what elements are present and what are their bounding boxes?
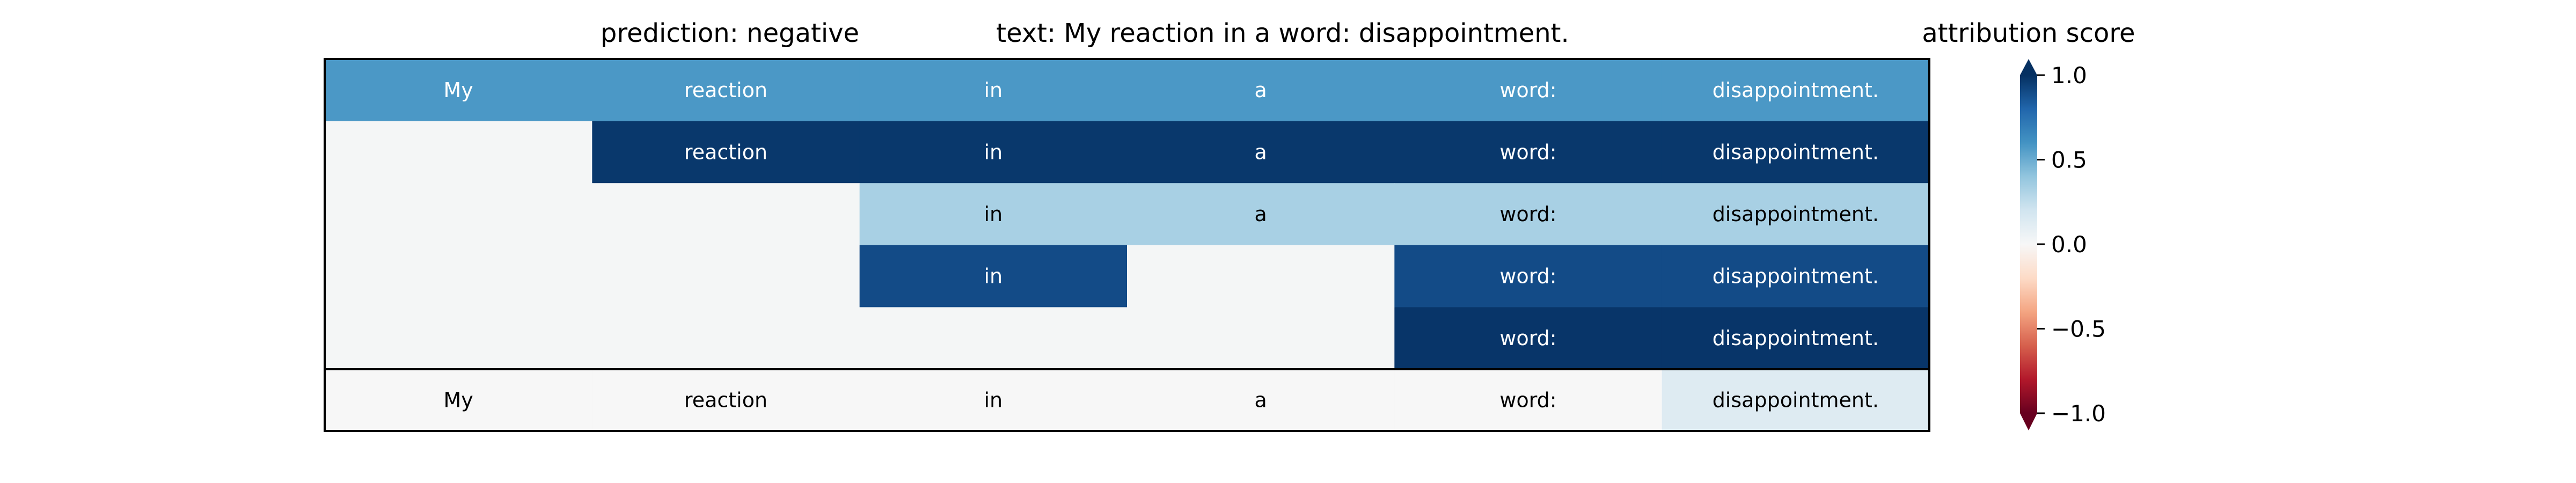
heatmap-row-1-cell bbox=[592, 59, 860, 122]
heatmap-row-4-cell bbox=[325, 245, 592, 308]
heatmap-row-4-token-label: disappointment. bbox=[1713, 265, 1879, 288]
colorbar-label: attribution score bbox=[1922, 18, 2135, 48]
heatmap-row-3-token-label: word: bbox=[1499, 202, 1556, 226]
heatmap-row-2-cell bbox=[592, 121, 860, 184]
heatmap-row-2-cell bbox=[1662, 121, 1930, 184]
summary-row-grid: My reaction in a word: disappointment. bbox=[325, 369, 1930, 431]
summary-row-cell bbox=[1662, 369, 1930, 431]
heatmap-row-2-cell bbox=[325, 121, 592, 184]
heatmap-row-3-token-label: in bbox=[984, 202, 1003, 226]
heatmap-row-2-cell bbox=[1394, 121, 1663, 184]
heatmap-row-2-token-label: in bbox=[984, 140, 1003, 164]
summary-row-frame bbox=[324, 368, 1930, 432]
prediction-title: prediction: negative bbox=[601, 18, 859, 48]
heatmap-row-1-token-label: a bbox=[1255, 78, 1267, 102]
heatmap-row-5-cell bbox=[592, 307, 860, 370]
colorbar-bottom-extension bbox=[2020, 413, 2037, 430]
heatmap-row-3-cell bbox=[1127, 183, 1395, 246]
attribution-grid: My reaction in a word: disappointment. reactio… bbox=[325, 59, 1930, 370]
heatmap-row-3-cell bbox=[1662, 183, 1930, 246]
colorbar-tick-label: −0.5 bbox=[2051, 316, 2106, 342]
colorbar: 1.0 0.5 0.0 −0.5 −1.0 bbox=[2020, 59, 2106, 430]
heatmap-row-2-token-label: a bbox=[1255, 140, 1267, 164]
heatmap-row-4-token-label: in bbox=[984, 265, 1003, 288]
summary-row-token-label: a bbox=[1255, 389, 1267, 412]
summary-row-cell bbox=[1127, 369, 1395, 431]
heatmap-row-5-cell bbox=[325, 307, 592, 370]
colorbar-tick-label: 0.5 bbox=[2051, 147, 2087, 173]
heatmap-row-5-cell bbox=[859, 307, 1128, 370]
heatmap-row-1-token-label: word: bbox=[1499, 78, 1556, 102]
heatmap-row-2-token-label: disappointment. bbox=[1713, 140, 1879, 164]
heatmap-row-3-token-label: disappointment. bbox=[1713, 202, 1879, 226]
heatmap-row-3-cell bbox=[325, 183, 592, 246]
heatmap-row-5-token-label: disappointment. bbox=[1713, 326, 1879, 350]
heatmap-row-5-token-label: word: bbox=[1499, 326, 1556, 350]
colorbar-top-extension bbox=[2020, 59, 2037, 75]
summary-row-cell bbox=[859, 369, 1128, 431]
heatmap-row-4-cell bbox=[592, 245, 860, 308]
heatmap-row-3-cell bbox=[1394, 183, 1663, 246]
heatmap-row-3-cell bbox=[592, 183, 860, 246]
summary-row-cell bbox=[592, 369, 860, 431]
heatmap-row-5-cell bbox=[1127, 307, 1395, 370]
summary-row-token-label: in bbox=[984, 389, 1003, 412]
heatmap-row-2-cell bbox=[859, 121, 1128, 184]
heatmap-row-4-cell bbox=[1662, 245, 1930, 308]
summary-row-token-label: My bbox=[444, 389, 473, 412]
colorbar-tick-label: −1.0 bbox=[2051, 400, 2106, 427]
heatmap-row-4-cell bbox=[1127, 245, 1395, 308]
heatmap-row-1-cell bbox=[859, 59, 1128, 122]
colorbar-ticks: 1.0 0.5 0.0 −0.5 −1.0 bbox=[2037, 62, 2106, 427]
heatmap-row-1-cell bbox=[325, 59, 592, 122]
heatmap-row-5-cell bbox=[1662, 307, 1930, 370]
heatmap-row-2-token-label: word: bbox=[1499, 140, 1556, 164]
heatmap-row-4-token-label: word: bbox=[1499, 265, 1556, 288]
heatmap-row-1-token-label: reaction bbox=[684, 78, 767, 102]
heatmap-row-1-token-label: disappointment. bbox=[1713, 78, 1879, 102]
heatmap-row-1-cell bbox=[1394, 59, 1663, 122]
heatmap-row-4-cell bbox=[859, 245, 1128, 308]
summary-row-token-label: word: bbox=[1499, 389, 1556, 412]
text-title: text: My reaction in a word: disappointm… bbox=[996, 18, 1569, 48]
summary-row-token-label: reaction bbox=[684, 389, 767, 412]
heatmap-row-3-token-label: a bbox=[1255, 202, 1267, 226]
heatmap-row-1-cell bbox=[1127, 59, 1395, 122]
heatmap-row-1-token-label: My bbox=[444, 78, 473, 102]
heatmap-row-3-cell bbox=[859, 183, 1128, 246]
heatmap-row-5-cell bbox=[1394, 307, 1663, 370]
heatmap-row-1-token-label: in bbox=[984, 78, 1003, 102]
colorbar-gradient bbox=[2020, 75, 2037, 413]
summary-row-token-label: disappointment. bbox=[1713, 389, 1879, 412]
summary-row-cell bbox=[1394, 369, 1663, 431]
colorbar-tick-label: 1.0 bbox=[2051, 62, 2087, 89]
colorbar-tick-label: 0.0 bbox=[2051, 231, 2087, 258]
summary-row-cell bbox=[325, 369, 592, 431]
heatmap-row-2-cell bbox=[1127, 121, 1395, 184]
heatmap-row-1-cell bbox=[1662, 59, 1930, 122]
heatmap-row-4-cell bbox=[1394, 245, 1663, 308]
heatmap-row-2-token-label: reaction bbox=[684, 140, 767, 164]
